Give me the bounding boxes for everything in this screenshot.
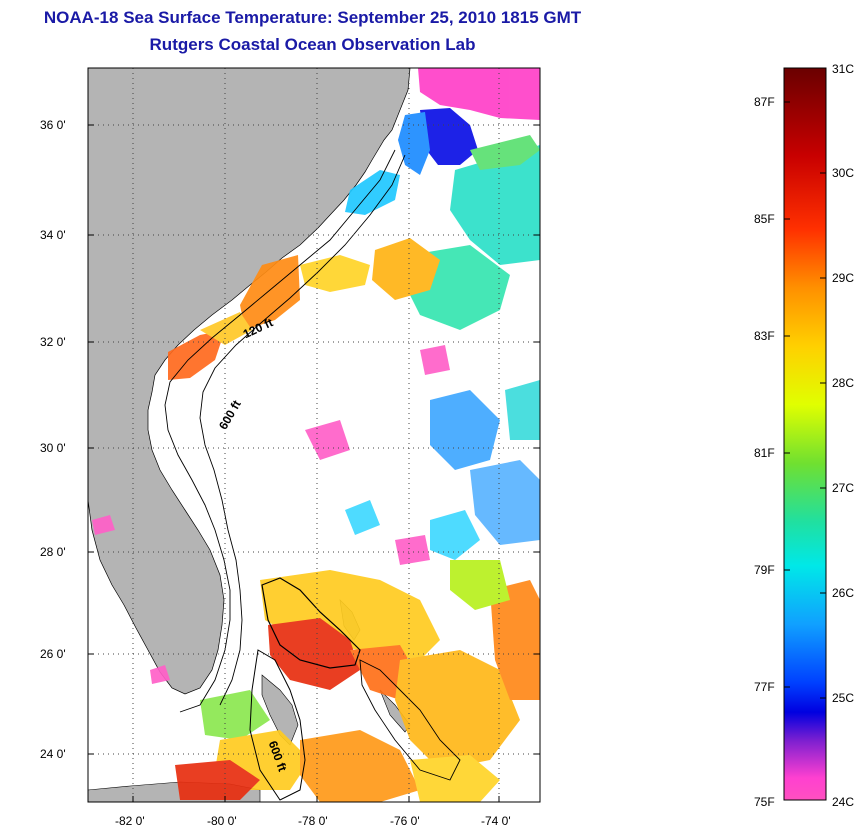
lat-ticks — [88, 124, 540, 755]
map-frame — [87, 67, 541, 803]
cb-c-30: 30C — [832, 166, 854, 180]
cb-f-85: 85F — [754, 212, 775, 226]
cb-c-26: 26C — [832, 586, 854, 600]
graticule — [88, 68, 540, 802]
cb-f-81: 81F — [754, 446, 775, 460]
lat-label-26: 26 0' — [40, 647, 66, 661]
cb-c-24: 24C — [832, 795, 854, 809]
lon-label-76: -76 0' — [390, 814, 420, 828]
cb-f-77: 77F — [754, 680, 775, 694]
cb-c-27: 27C — [832, 481, 854, 495]
cb-c-28: 28C — [832, 376, 854, 390]
lon-label-80: -80 0' — [207, 814, 237, 828]
lat-label-36: 36 0' — [40, 118, 66, 132]
lon-ticks — [132, 796, 500, 802]
lat-label-30: 30 0' — [40, 441, 66, 455]
contour-600ft — [199, 154, 406, 706]
cb-c-25: 25C — [832, 691, 854, 705]
lon-label-78: -78 0' — [298, 814, 328, 828]
cb-f-75: 75F — [754, 795, 775, 809]
map-subtitle: Rutgers Coastal Ocean Observation Lab — [149, 35, 476, 54]
contour-bahamas-2 — [249, 649, 306, 801]
lat-label-34: 34 0' — [40, 228, 66, 242]
contour-120ft — [164, 149, 396, 713]
colorbar — [783, 67, 827, 801]
contour-bahamas — [261, 577, 361, 669]
lon-label-74: -74 0' — [481, 814, 511, 828]
lat-label-28: 28 0' — [40, 545, 66, 559]
cb-c-31: 31C — [832, 62, 854, 76]
lon-label-82: -82 0' — [115, 814, 145, 828]
contour-bahamas-3 — [359, 659, 461, 781]
map-title: NOAA-18 Sea Surface Temperature: Septemb… — [43, 8, 582, 27]
cb-c-29: 29C — [832, 271, 854, 285]
sst-patches — [92, 68, 540, 802]
lat-label-24: 24 0' — [40, 747, 66, 761]
cb-f-79: 79F — [754, 563, 775, 577]
cb-f-83: 83F — [754, 329, 775, 343]
lat-label-32: 32 0' — [40, 335, 66, 349]
colorbar-ticks — [784, 101, 826, 699]
cb-f-87: 87F — [754, 95, 775, 109]
